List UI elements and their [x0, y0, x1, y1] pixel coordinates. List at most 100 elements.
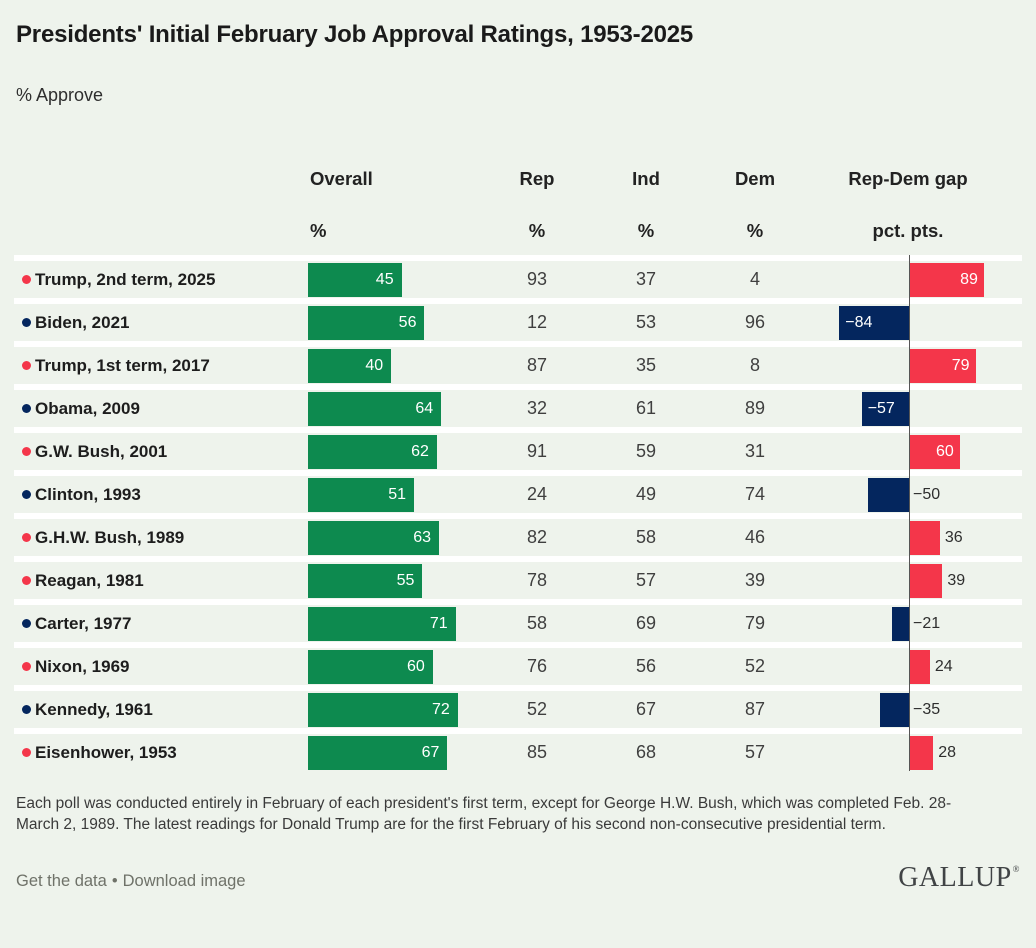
- table-row: Obama, 2009 64 32 61 89 −57: [14, 384, 1022, 427]
- rep-value: 24: [526, 484, 548, 504]
- gap-cell: 24: [816, 648, 1022, 685]
- download-image-link[interactable]: Download image: [122, 871, 246, 890]
- table-row: G.W. Bush, 2001 62 91 59 31 60: [14, 427, 1022, 470]
- ind-value: 56: [635, 656, 657, 676]
- overall-bar: 71: [308, 606, 456, 641]
- overall-value: 40: [365, 356, 384, 374]
- dem-value: 96: [744, 312, 766, 332]
- gap-bar: −57: [861, 391, 909, 426]
- overall-cell: 60: [308, 648, 476, 685]
- registered-trademark-icon: ®: [1012, 863, 1020, 874]
- get-the-data-link[interactable]: Get the data: [16, 871, 107, 890]
- rep-value: 58: [526, 613, 548, 633]
- gap-bar: [891, 606, 909, 641]
- rep-value: 78: [526, 570, 548, 590]
- overall-bar: 62: [308, 434, 437, 469]
- unit-president-spacer: [14, 220, 308, 242]
- table-row: Biden, 2021 56 12 53 96 −84: [14, 298, 1022, 341]
- table-row: Nixon, 1969 60 76 56 52 24: [14, 642, 1022, 685]
- president-label: Trump, 1st term, 2017: [35, 355, 210, 375]
- table-row: Clinton, 1993 51 24 49 74 −50: [14, 470, 1022, 513]
- table-body: Trump, 2nd term, 2025 45 93 37 4 89 Bide…: [14, 255, 1022, 771]
- gap-bar: −84: [839, 305, 909, 340]
- overall-cell: 64: [308, 390, 476, 427]
- unit-overall: %: [310, 220, 327, 241]
- overall-value: 62: [411, 442, 429, 460]
- rep-value: 93: [526, 269, 548, 289]
- president-label-cell: Carter, 1977: [14, 614, 308, 634]
- overall-value: 63: [413, 528, 432, 546]
- overall-value: 55: [396, 571, 415, 589]
- president-label-cell: Reagan, 1981: [14, 571, 308, 591]
- table-row: Trump, 1st term, 2017 40 87 35 8 79: [14, 341, 1022, 384]
- unit-rep: %: [528, 220, 546, 241]
- overall-cell: 63: [308, 519, 476, 556]
- ind-value: 37: [635, 269, 657, 289]
- overall-bar: 56: [308, 305, 425, 340]
- table-row: Reagan, 1981 55 78 57 39 39: [14, 556, 1022, 599]
- gap-value: −50: [913, 485, 941, 503]
- gap-value: −35: [913, 700, 941, 718]
- link-separator-bullet: •: [111, 871, 118, 890]
- footer-links: Get the data • Download image: [16, 872, 246, 891]
- party-dot-icon: [22, 404, 31, 413]
- rep-value: 12: [526, 312, 548, 332]
- president-label-cell: G.H.W. Bush, 1989: [14, 528, 308, 548]
- overall-cell: 72: [308, 691, 476, 728]
- president-label: Eisenhower, 1953: [35, 742, 177, 762]
- ind-value: 68: [635, 742, 657, 762]
- gap-cell: 39: [816, 562, 1022, 599]
- president-label-cell: Obama, 2009: [14, 399, 308, 419]
- chart-footer: Get the data • Download image GALLUP®: [16, 862, 1020, 894]
- header-ind: Ind: [632, 168, 660, 189]
- gap-bar: [867, 477, 909, 512]
- ind-value: 69: [635, 613, 657, 633]
- rep-value: 91: [526, 441, 548, 461]
- rep-value: 52: [526, 699, 548, 719]
- gap-bar: [910, 520, 940, 555]
- overall-cell: 56: [308, 304, 476, 341]
- dem-value: 74: [744, 484, 766, 504]
- party-dot-icon: [22, 748, 31, 757]
- overall-bar: 55: [308, 563, 423, 598]
- chart-footnote: Each poll was conducted entirely in Febr…: [16, 795, 952, 834]
- gap-cell: 89: [816, 261, 1022, 298]
- dem-value: 52: [744, 656, 766, 676]
- dem-value: 79: [744, 613, 766, 633]
- overall-bar: 67: [308, 735, 448, 770]
- overall-value: 45: [375, 270, 394, 288]
- overall-cell: 67: [308, 734, 476, 771]
- ind-value: 58: [635, 527, 657, 547]
- president-label: Obama, 2009: [35, 398, 140, 418]
- president-label-cell: Kennedy, 1961: [14, 700, 308, 720]
- overall-cell: 55: [308, 562, 476, 599]
- overall-value: 64: [415, 399, 434, 417]
- overall-cell: 40: [308, 347, 476, 384]
- president-label: Trump, 2nd term, 2025: [35, 269, 216, 289]
- president-label-cell: Trump, 1st term, 2017: [14, 356, 308, 376]
- overall-cell: 45: [308, 261, 476, 298]
- rep-value: 82: [526, 527, 548, 547]
- ind-value: 49: [635, 484, 657, 504]
- header-overall: Overall: [310, 168, 373, 189]
- ind-value: 61: [635, 398, 657, 418]
- approval-table: Overall Rep Ind Dem Rep-Dem gap % % % % …: [14, 168, 1022, 771]
- chart-subtitle: % Approve: [16, 85, 104, 105]
- ind-value: 53: [635, 312, 657, 332]
- dem-value: 87: [744, 699, 766, 719]
- gap-cell: −50: [816, 476, 1022, 513]
- party-dot-icon: [22, 318, 31, 327]
- party-dot-icon: [22, 447, 31, 456]
- overall-bar: 72: [308, 692, 458, 727]
- ind-value: 35: [635, 355, 657, 375]
- party-dot-icon: [22, 576, 31, 585]
- header-rep: Rep: [519, 168, 555, 189]
- president-label: Clinton, 1993: [35, 484, 141, 504]
- president-label-cell: Nixon, 1969: [14, 657, 308, 677]
- gap-bar: 60: [910, 434, 960, 469]
- dem-value: 46: [744, 527, 766, 547]
- president-label-cell: Eisenhower, 1953: [14, 743, 308, 763]
- president-label-cell: Trump, 2nd term, 2025: [14, 270, 308, 290]
- unit-dem: %: [746, 220, 764, 241]
